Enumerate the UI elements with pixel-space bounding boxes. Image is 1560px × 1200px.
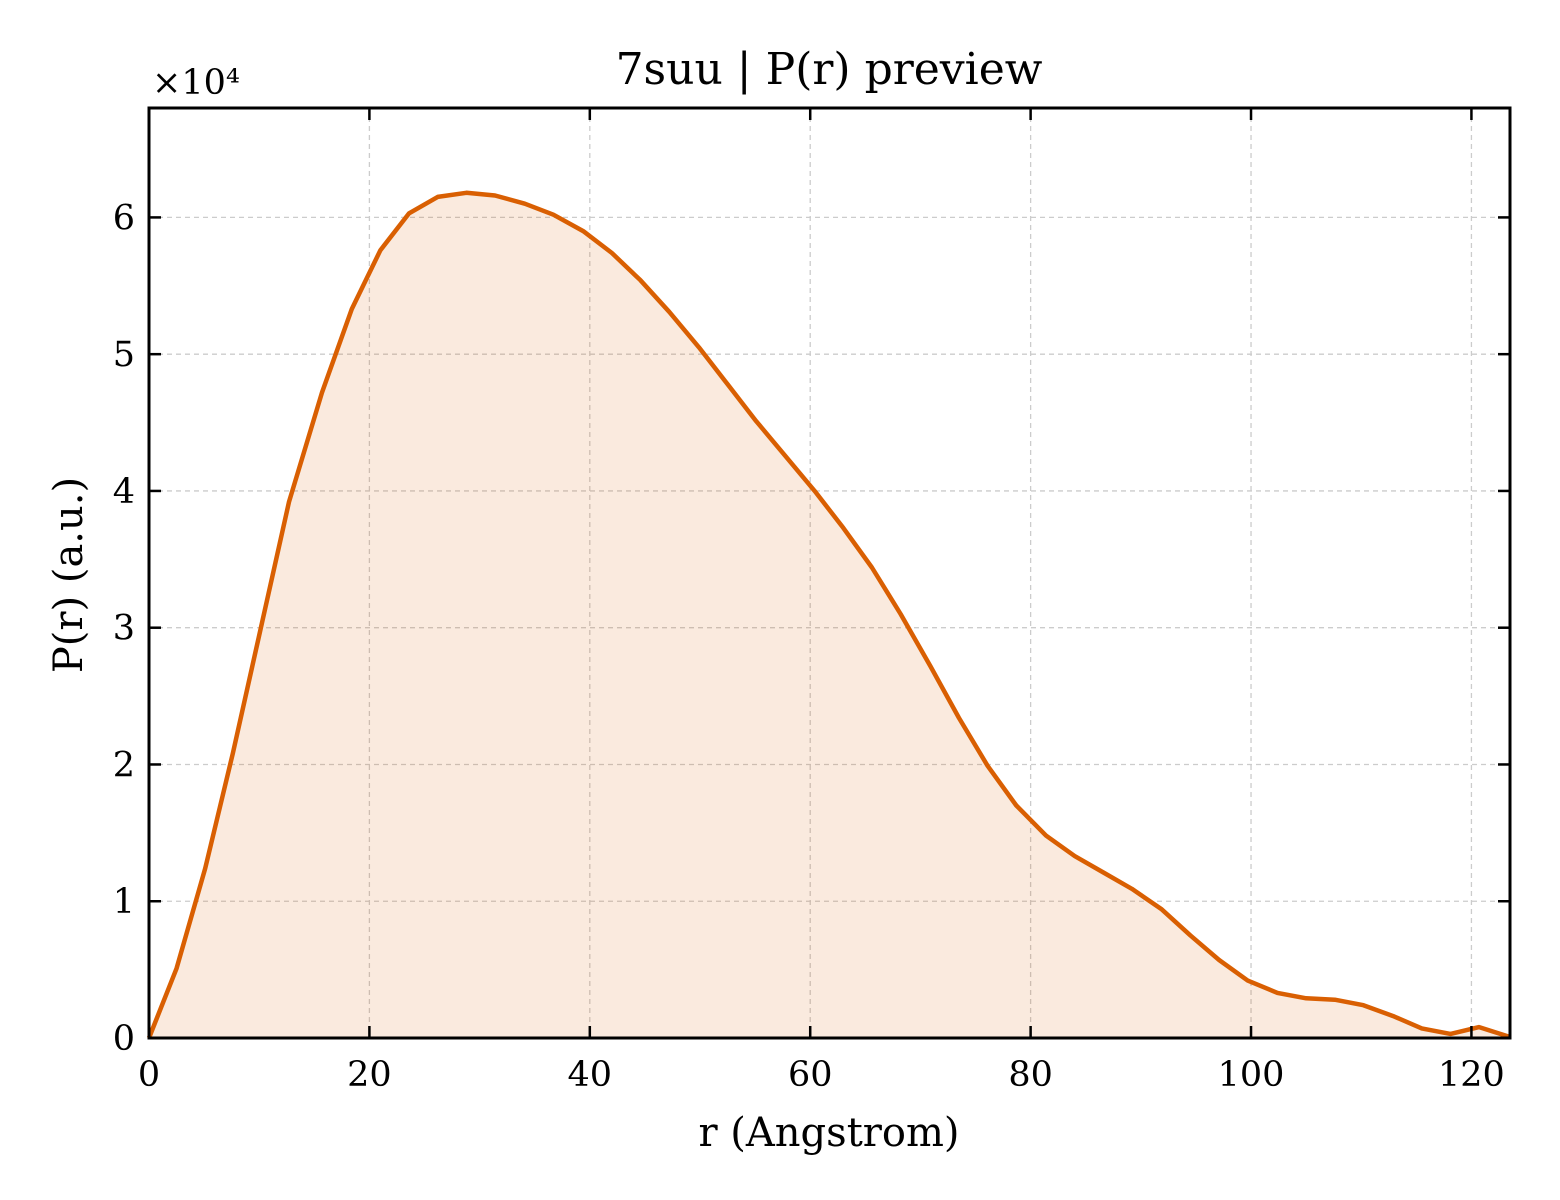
x-tick-label: 100 [1218,1055,1285,1095]
x-tick-label: 60 [788,1055,833,1095]
x-tick-label: 120 [1438,1055,1505,1095]
axis-ticks: 0 20 40 60 80 100 120 0 1 2 3 4 5 6 [113,108,1510,1095]
x-tick-label: 80 [1008,1055,1053,1095]
y-axis-label: P(r) (a.u.) [46,477,92,673]
x-tick-label: 20 [347,1055,392,1095]
y-tick-label: 1 [113,882,135,922]
x-tick-label: 40 [568,1055,613,1095]
y-tick-label: 5 [113,335,135,375]
y-multiplier-label: ×10⁴ [152,63,240,103]
plot-frame [147,106,1512,1040]
x-axis-label: r (Angstrom) [698,1110,959,1156]
x-tick-label: 0 [138,1055,160,1095]
y-tick-label: 0 [113,1019,135,1059]
chart-title: 7suu | P(r) preview [616,44,1043,95]
y-tick-label: 6 [113,198,135,238]
pr-series-line [146,190,1510,1039]
y-tick-label: 2 [113,745,135,785]
y-tick-label: 3 [113,609,135,649]
y-tick-label: 4 [113,472,135,512]
pr-area-fill [149,192,1509,1039]
